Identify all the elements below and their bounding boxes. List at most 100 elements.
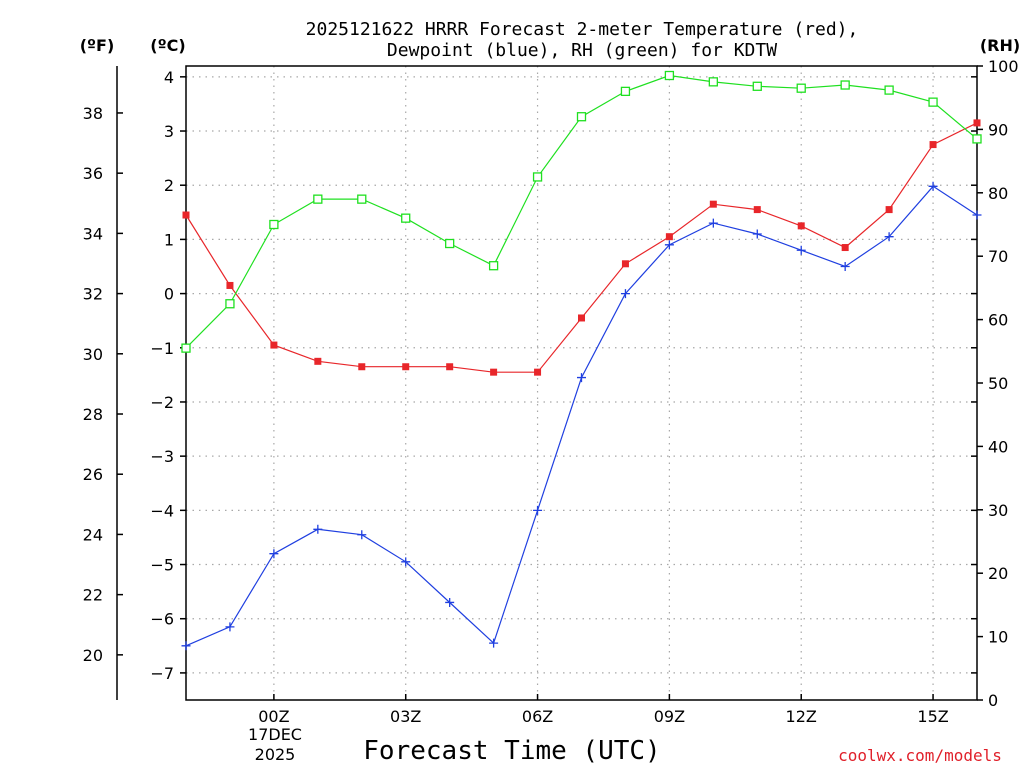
rh-point [445,238,455,249]
x-tick-label: 00Z [258,707,289,726]
temperature-point [534,368,542,376]
rh-point [928,97,938,107]
temperature-point [578,314,585,322]
dewpoint-point [357,530,367,540]
x-tick-label: 06Z [522,707,553,726]
dewpoint-point [313,524,323,534]
dewpoint-point [225,622,235,632]
source-credit: coolwx.com/models [838,746,1002,765]
grid [186,66,977,700]
rh-point [401,213,411,223]
rh-point [708,77,718,87]
rh-point [488,261,499,271]
temperature-point [973,119,981,127]
rh-point [884,85,894,95]
x-tick-label: 12Z [786,707,817,726]
x-tick-label: 03Z [390,707,421,726]
dewpoint-point [269,549,279,559]
temperature-point [665,233,673,241]
chart-title-line2: Dewpoint (blue), RH (green) for KDTW [387,40,777,61]
rh-tick-label: 70 [988,247,1008,266]
date-label-day: 17DEC [248,725,302,744]
rh-point [576,112,587,122]
dewpoint-point [972,210,982,220]
rh-tick-label: 90 [988,120,1008,139]
celsius-tick-label: −3 [150,447,174,466]
celsius-unit-label: (ºC) [150,36,185,55]
rh-point [225,299,235,309]
date-label-year: 2025 [255,745,296,764]
temperature-point [182,211,190,219]
dewpoint-point [708,218,718,228]
dewpoint-point [181,641,191,651]
rh-point [313,194,323,204]
temperature-point [446,363,454,371]
rh-tick-label: 20 [988,564,1008,583]
temperature-point [709,200,717,208]
axes: 43210−1−2−3−4−5−6−7383634323028262422201… [83,57,1019,726]
fahrenheit-tick-label: 38 [83,104,103,123]
celsius-tick-label: 1 [164,230,174,249]
temperature-point [314,357,322,365]
celsius-tick-label: 3 [164,122,174,141]
dewpoint-point [840,261,850,271]
temperature-point [797,222,805,230]
temperature-line [185,122,978,373]
rh-point [796,83,806,93]
fahrenheit-tick-label: 26 [83,465,103,484]
rh-tick-label: 80 [988,184,1008,203]
dewpoint-point [533,505,543,515]
dewpoint-point [401,557,411,567]
dewpoint-point [664,240,674,250]
temperature-point [226,281,234,289]
rh-point [972,134,982,144]
celsius-tick-label: −1 [150,339,174,358]
rh-point [840,80,850,90]
dewpoint-point [752,229,762,239]
rh-point [532,172,543,182]
plot-frame [185,65,978,701]
celsius-tick-label: 2 [164,176,174,195]
temperature-point [490,368,498,376]
celsius-tick-label: 4 [164,68,174,87]
x-tick-label: 09Z [654,707,685,726]
celsius-tick-label: −6 [150,610,174,629]
celsius-tick-label: −5 [150,556,174,575]
series [181,70,982,651]
series-rh [181,70,982,353]
fahrenheit-tick-label: 36 [83,164,103,183]
rh-point [269,219,279,230]
celsius-tick-label: 0 [164,285,174,304]
dewpoint-point [620,289,630,299]
fahrenheit-unit-label: (ºF) [80,36,115,55]
rh-tick-label: 60 [988,311,1008,330]
rh-point [752,81,762,91]
temperature-point [841,244,849,252]
rh-tick-label: 40 [988,437,1008,456]
series-temperature [182,119,981,376]
dewpoint-point [577,373,586,383]
rh-tick-label: 100 [988,57,1019,76]
celsius-tick-label: −4 [150,501,174,520]
rh-tick-label: 0 [988,691,998,710]
temperature-point [402,363,410,371]
chart-title-line1: 2025121622 HRRR Forecast 2-meter Tempera… [306,19,859,40]
fahrenheit-tick-label: 28 [83,405,103,424]
temperature-point [929,141,937,149]
temperature-point [753,206,761,214]
rh-tick-label: 30 [988,501,1008,520]
temperature-point [621,260,629,268]
x-tick-label: 15Z [917,707,948,726]
fahrenheit-tick-label: 30 [83,345,103,364]
temperature-point [270,341,278,349]
celsius-tick-label: −2 [150,393,174,412]
dewpoint-point [928,181,938,191]
rh-point [181,343,191,353]
fahrenheit-tick-label: 20 [83,646,103,665]
dewpoint-point [445,597,455,607]
rh-point [357,194,367,204]
rh-unit-label: (RH) [980,36,1020,55]
temperature-point [358,363,366,371]
fahrenheit-tick-label: 24 [83,525,103,544]
